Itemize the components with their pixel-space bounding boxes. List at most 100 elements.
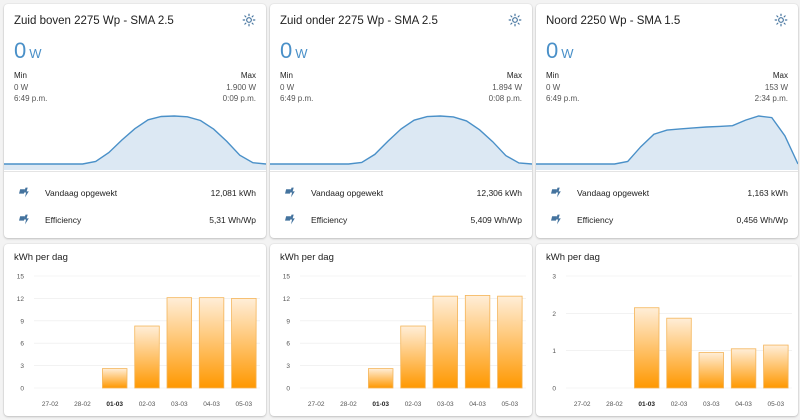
entity-value: 12,081 kWh [210,188,256,198]
kwh-bar-chart[interactable]: 0 1 2 3 27-02 28-02 01-03 02-03 03-03 04-03 05-03 [536,268,798,414]
divider [4,171,266,172]
current-power-value: 0 [546,38,559,63]
entity-row-vandaag-opgewekt[interactable]: Vandaag opgewekt 1,163 kWh [546,185,788,201]
y-tick-label: 0 [286,386,290,393]
x-tick-label: 27-02 [42,401,59,408]
y-tick-label: 2 [552,311,556,318]
y-tick-label: 12 [283,296,291,303]
x-tick-label: 04-03 [203,401,220,408]
curve-area [270,116,532,170]
x-tick-label: 27-02 [308,401,325,408]
entity-name: Efficiency [45,215,82,225]
bar-03-03 [166,297,192,389]
solar-power-icon[interactable] [242,13,256,27]
bar-chart-title: kWh per dag [14,252,68,263]
y-tick-label: 3 [20,363,24,370]
bar-chart-title: kWh per dag [546,252,600,263]
max-stats: Max 153 W 2:34 p.m. [755,70,788,105]
x-tick-label: 01-03 [106,401,123,408]
bar-04-03 [198,297,225,389]
curve-area [4,116,266,170]
max-time: 0:08 p.m. [488,94,522,103]
y-tick-label: 3 [286,363,290,370]
min-time: 6:49 p.m. [14,94,48,103]
entity-value: 5,31 Wh/Wp [209,215,256,225]
max-time: 0:09 p.m. [222,94,256,103]
bar-01-03 [634,307,660,389]
curve-line [270,115,532,165]
bar-05-03 [231,297,257,389]
bar-02-03 [134,325,160,389]
curve-line [536,115,798,165]
x-tick-label: 04-03 [469,401,486,408]
solar-panel-icon [551,187,561,198]
y-tick-label: 0 [20,386,24,393]
min-value: 0 W [280,82,295,92]
max-label: Max [506,71,522,80]
current-power-unit: W [561,46,574,61]
min-time: 6:49 p.m. [280,94,314,103]
x-tick-label: 03-03 [171,401,188,408]
x-tick-label: 28-02 [606,401,623,408]
sensor-title: Noord 2250 Wp - SMA 1.5 [546,15,681,27]
x-tick-label: 02-03 [671,401,688,408]
power-curve-chart[interactable] [536,104,798,170]
current-power-unit: W [29,46,42,61]
power-curve-chart[interactable] [4,104,266,170]
min-stats: Min 0 W 6:49 p.m. [546,70,579,105]
min-label: Min [280,71,293,80]
current-power-unit: W [295,46,308,61]
sensor-title: Zuid boven 2275 Wp - SMA 2.5 [14,15,174,27]
min-value: 0 W [546,82,561,92]
x-tick-label: 03-03 [703,401,720,408]
max-value: 1.894 W [492,82,522,92]
y-tick-label: 12 [17,296,25,303]
min-label: Min [546,71,559,80]
max-stats: Max 1.900 W 0:09 p.m. [223,70,256,105]
x-tick-label: 01-03 [638,401,655,408]
entity-name: Efficiency [311,215,348,225]
entity-name: Vandaag opgewekt [577,188,650,198]
kwh-bar-chart[interactable]: 0 3 6 9 12 15 27-02 28-02 01-03 02-03 03-03 04-03 05… [4,268,266,414]
y-tick-label: 15 [283,274,291,281]
entity-name: Vandaag opgewekt [311,188,384,198]
entity-row-vandaag-opgewekt[interactable]: Vandaag opgewekt 12,081 kWh [14,185,256,201]
min-value: 0 W [14,82,29,92]
solar-power-icon[interactable] [774,13,788,27]
bar-05-03 [497,295,523,389]
entity-value: 0,456 Wh/Wp [736,215,789,225]
bar-01-03 [102,368,128,389]
x-tick-label: 03-03 [437,401,454,408]
bar-03-03 [698,352,724,389]
bar-04-03 [730,348,757,389]
solar-power-icon[interactable] [508,13,522,27]
curve-area [536,116,798,170]
y-tick-label: 9 [286,318,290,325]
entity-value: 1,163 kWh [747,188,788,198]
kwh-bar-chart[interactable]: 0 3 6 9 12 15 27-02 28-02 01-03 02-03 03-03 04-03 05… [270,268,532,414]
bar-03-03 [432,295,458,389]
entity-row-vandaag-opgewekt[interactable]: Vandaag opgewekt 12,306 kWh [280,185,522,201]
bar-card-noord: kWh per dag 0 1 2 3 27-02 28-02 01-03 02-03 03-0… [536,244,798,416]
min-time: 6:49 p.m. [546,94,580,103]
entity-row-efficiency[interactable]: Efficiency 0,456 Wh/Wp [546,212,788,228]
x-tick-label: 05-03 [236,401,253,408]
y-tick-label: 9 [20,318,24,325]
y-tick-label: 6 [20,341,24,348]
entity-row-efficiency[interactable]: Efficiency 5,31 Wh/Wp [14,212,256,228]
current-power-value: 0 [280,38,293,63]
x-tick-label: 04-03 [735,401,752,408]
x-tick-label: 01-03 [372,401,389,408]
power-curve-chart[interactable] [270,104,532,170]
min-stats: Min 0 W 6:49 p.m. [280,70,313,105]
max-value: 1.900 W [226,82,256,92]
solar-panel-icon [19,214,29,225]
x-tick-label: 02-03 [405,401,422,408]
entity-row-efficiency[interactable]: Efficiency 5,409 Wh/Wp [280,212,522,228]
